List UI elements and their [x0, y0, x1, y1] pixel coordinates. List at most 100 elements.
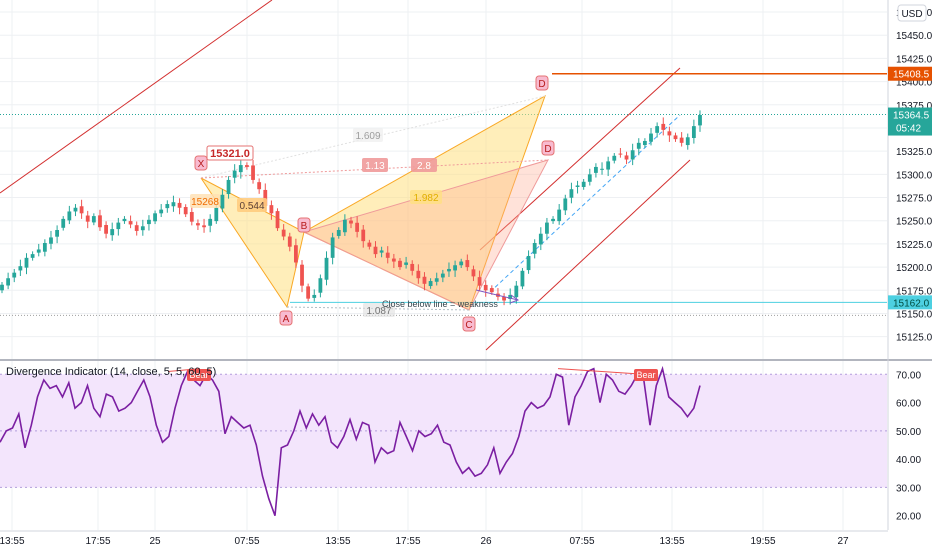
candle-body	[330, 237, 335, 258]
price-tick-label: 15375.0	[896, 101, 932, 112]
candle-body	[502, 296, 506, 301]
bear-label-1: Bear	[189, 370, 208, 380]
candle-body	[624, 155, 629, 160]
channel-line-left	[0, 0, 273, 194]
pattern-label-d2-bg	[541, 140, 555, 156]
candle-body	[489, 288, 494, 293]
candle-body	[526, 255, 531, 271]
candle-body	[538, 233, 543, 245]
candle-body	[67, 211, 72, 221]
time-tick-label: 07:55	[569, 536, 594, 547]
rsi-tick-label: 30.00	[896, 483, 921, 494]
candle-body	[483, 284, 488, 291]
indicator-pane: Bear Bear	[0, 359, 932, 516]
candle-body	[85, 215, 90, 222]
annotation-15268: 15268	[191, 197, 219, 208]
price-tick-label: 15400.0	[896, 78, 932, 89]
candle-body	[104, 225, 108, 234]
time-tick-label: 26	[480, 536, 492, 547]
annotation-ratio-1087-bg	[363, 303, 395, 317]
time-tick-label: 25	[149, 536, 161, 547]
candle-body	[189, 212, 194, 222]
grid	[0, 0, 887, 530]
candle-body	[342, 219, 347, 233]
price-tick-label: 15175.0	[896, 286, 932, 297]
candle-body	[422, 276, 427, 284]
candle-body	[24, 257, 29, 268]
pattern-label-c-bg	[462, 316, 476, 332]
candle-body	[18, 266, 23, 271]
rsi-band	[0, 374, 887, 488]
annotation-ratio-0544-bg	[237, 198, 267, 212]
candle-body	[202, 225, 206, 228]
candle-body	[220, 194, 225, 209]
candle-body	[600, 168, 604, 170]
candle-body	[269, 205, 274, 214]
candle-body	[318, 278, 323, 293]
candle-body	[385, 252, 390, 258]
candle-body	[134, 225, 139, 231]
candle-body	[281, 229, 286, 237]
candle-body	[398, 260, 402, 268]
time-tick-label: 13:55	[325, 536, 350, 547]
candle-body	[293, 245, 298, 263]
note-arrow	[475, 289, 519, 301]
rsi-tick-label: 50.00	[896, 427, 921, 438]
candle-body	[238, 165, 243, 173]
annotation-ratio-28: 2.8	[417, 161, 431, 172]
drawings-front: X A B C D D 15321.0 15268 0.544 1.609 1.13 2.8 1.982…	[190, 75, 555, 332]
candle-body	[685, 137, 690, 146]
rsi-line	[0, 365, 701, 516]
candle-body	[324, 257, 329, 280]
channel-line-upper	[479, 67, 681, 251]
price-tick-label: 15300.0	[896, 170, 932, 181]
candle-body	[116, 222, 121, 230]
candle-body	[655, 126, 660, 133]
candle-body	[698, 115, 702, 126]
drawings-back	[0, 0, 887, 351]
candle-body	[306, 286, 311, 299]
candle-body	[122, 218, 127, 222]
candle-body	[379, 250, 384, 253]
target-price-badge: 15408.5	[893, 70, 930, 81]
pattern-label-c: C	[465, 320, 472, 331]
candle-body	[410, 263, 415, 271]
last-price-badge: 15364.5	[893, 111, 930, 122]
target-price-badge-bg	[888, 66, 932, 81]
candle-body	[73, 207, 78, 212]
candle-body	[465, 260, 470, 268]
candle-body	[98, 215, 102, 228]
time-tick-label: 27	[837, 536, 849, 547]
candle-body	[471, 269, 476, 277]
candle-body	[159, 209, 164, 214]
candle-body	[42, 242, 47, 252]
candle-body	[434, 278, 439, 282]
candle-body	[336, 230, 341, 236]
candle-body	[404, 262, 409, 265]
candle-body	[673, 135, 678, 140]
candle-body	[575, 185, 580, 187]
candle-body	[691, 126, 696, 139]
annotation-note: Close below line = weakness	[382, 299, 498, 309]
annotation-ratio-0544: 0.544	[239, 201, 264, 212]
pattern-label-a-bg	[279, 310, 293, 326]
candle-body	[612, 155, 617, 161]
price-tick-label: 15450.0	[896, 31, 932, 42]
candle-body	[508, 294, 513, 300]
candle-body	[428, 281, 433, 287]
annotation-xa-price-bg	[206, 145, 254, 161]
price-tick-label: 15200.0	[896, 263, 932, 274]
candle-body	[563, 198, 568, 211]
time-tick-label: 19:55	[750, 536, 775, 547]
candle-body	[110, 229, 115, 236]
candle-body	[661, 123, 666, 130]
candle-body	[630, 150, 635, 160]
candle-body	[514, 285, 519, 298]
support-price-badge: 15162.0	[893, 298, 930, 309]
candle-body	[257, 182, 262, 190]
channel-midline	[489, 114, 681, 293]
candle-body	[165, 204, 170, 209]
candle-body	[251, 165, 255, 180]
